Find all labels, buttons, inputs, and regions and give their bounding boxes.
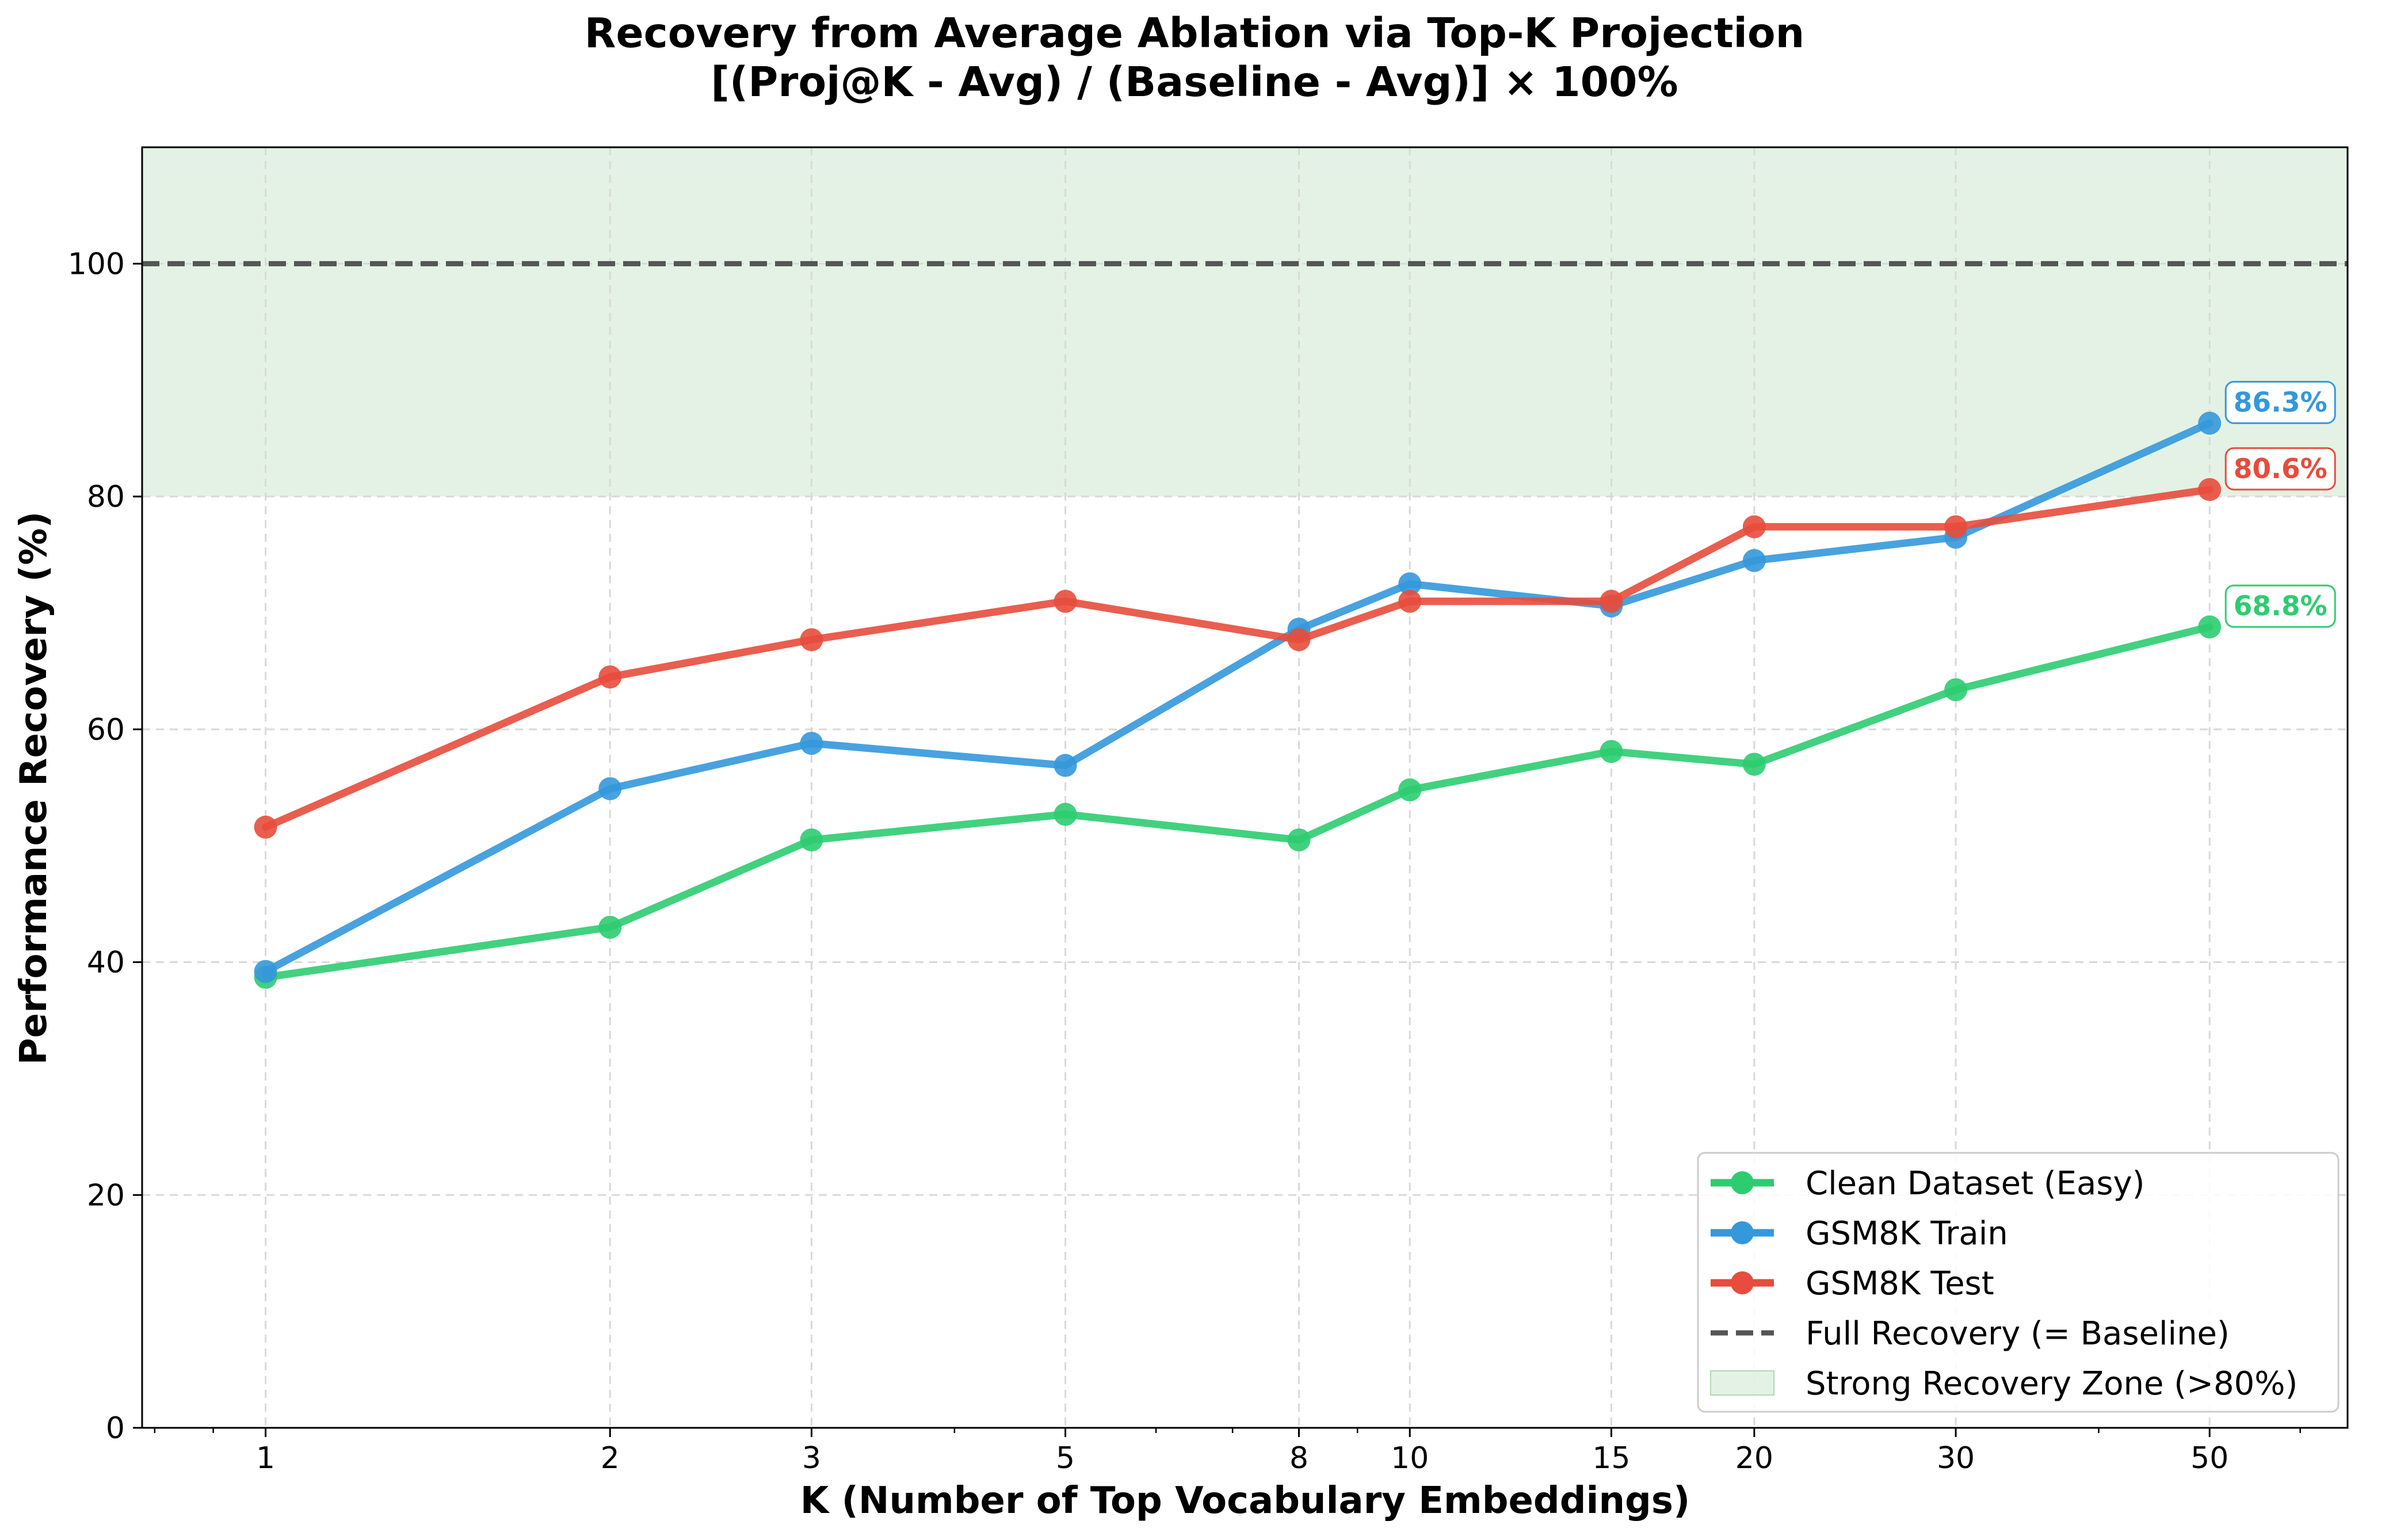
series-line <box>262 623 2214 981</box>
legend-label: Strong Recovery Zone (>80%) <box>1806 1365 2298 1403</box>
y-tick-label: 20 <box>87 1178 125 1213</box>
data-point <box>1742 549 1766 572</box>
x-tick-label: 30 <box>1937 1441 1975 1476</box>
y-tick-label: 40 <box>87 946 125 980</box>
data-point <box>800 828 823 852</box>
y-tick-label: 0 <box>106 1411 125 1446</box>
data-point <box>2198 615 2222 639</box>
data-point <box>1944 678 1968 702</box>
data-point <box>1600 590 1623 613</box>
end-value-label: 80.6% <box>2234 453 2327 485</box>
data-point <box>1742 752 1766 776</box>
y-tick-label: 60 <box>87 713 125 747</box>
data-point <box>2198 411 2222 435</box>
x-tick-label: 5 <box>1056 1441 1075 1476</box>
legend-label: Clean Dataset (Easy) <box>1806 1165 2145 1202</box>
data-point <box>1054 590 1077 613</box>
series-line <box>262 486 2214 831</box>
y-tick-label: 100 <box>68 247 125 281</box>
x-tick-label: 10 <box>1391 1441 1429 1476</box>
data-point <box>2198 477 2222 501</box>
y-tick-label: 80 <box>87 480 125 514</box>
data-point <box>1398 590 1422 613</box>
data-point <box>1287 628 1311 651</box>
x-tick-label: 20 <box>1735 1441 1773 1476</box>
data-point <box>1398 778 1422 802</box>
legend-label: GSM8K Train <box>1806 1215 2008 1252</box>
legend-zone-handle <box>1710 1370 1774 1396</box>
x-tick-label: 8 <box>1289 1441 1308 1476</box>
data-point <box>800 628 823 651</box>
x-tick-label: 50 <box>2190 1441 2228 1476</box>
x-tick-label: 2 <box>601 1441 620 1476</box>
data-point <box>1054 803 1077 826</box>
data-point <box>1398 572 1422 595</box>
end-value-badge <box>2224 584 2336 628</box>
data-point <box>800 732 823 755</box>
series-line <box>262 419 2214 976</box>
data-point <box>254 815 277 839</box>
strong-recovery-zone <box>142 147 2348 497</box>
chart-subtitle: [(Proj@K - Avg) / (Baseline - Avg)] × 10… <box>711 58 1678 106</box>
end-value-label: 68.8% <box>2234 591 2327 622</box>
legend-box <box>1697 1152 2340 1413</box>
legend-marker-handle <box>1731 1271 1754 1294</box>
end-value-badge <box>2224 381 2336 425</box>
data-point <box>1054 754 1077 777</box>
plot-frame <box>141 146 2349 1429</box>
end-value-label: 86.3% <box>2234 387 2327 419</box>
x-tick-label: 15 <box>1592 1441 1630 1476</box>
data-point <box>598 777 622 801</box>
y-axis-label: Performance Recovery (%) <box>13 511 55 1065</box>
x-tick-label: 1 <box>256 1441 275 1476</box>
data-point <box>1742 515 1766 538</box>
x-tick-label: 3 <box>802 1441 821 1476</box>
chart-title: Recovery from Average Ablation via Top-K… <box>585 9 1804 57</box>
data-point <box>1287 828 1311 852</box>
data-point <box>254 960 277 983</box>
legend-label: Full Recovery (= Baseline) <box>1806 1315 2230 1352</box>
legend-marker-handle <box>1731 1171 1754 1194</box>
legend-label: GSM8K Test <box>1806 1265 1994 1302</box>
data-point <box>598 665 622 689</box>
legend: Clean Dataset (Easy) GSM8K Train GSM8K Tes… <box>1697 1152 2340 1413</box>
data-point <box>1944 515 1968 538</box>
legend-marker-handle <box>1731 1221 1754 1244</box>
data-point <box>1600 740 1623 763</box>
data-point <box>598 915 622 939</box>
plot-area: 0 20 40 60 80 100 1 2 3 5 8 10 15 20 30 50 68.8% 86.3% 80.… <box>68 146 2349 1476</box>
end-value-badge <box>2224 447 2336 491</box>
x-axis-label: K (Number of Top Vocabulary Embeddings) <box>800 1480 1690 1522</box>
